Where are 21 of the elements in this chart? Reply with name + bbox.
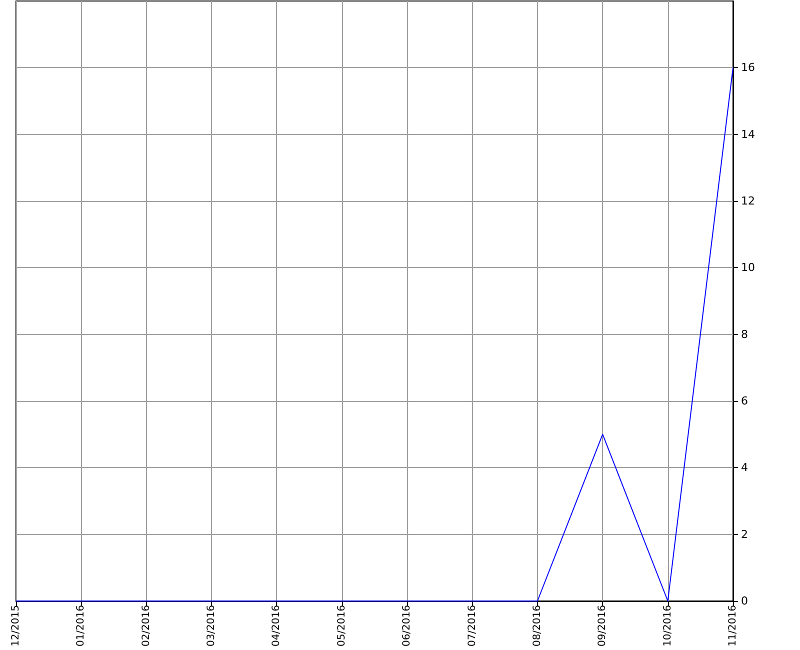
x-tick-label: 05/2016 <box>336 605 348 647</box>
y-tick-label: 0 <box>741 594 748 608</box>
x-tick-label: 01/2016 <box>76 605 87 647</box>
y-tick-label: 14 <box>741 128 755 141</box>
x-tick-label: 12/2015 <box>10 605 22 647</box>
y-tick-label: 4 <box>741 461 748 474</box>
y-tick-label: 2 <box>741 528 748 541</box>
y-tick-label: 10 <box>741 261 755 274</box>
x-tick-label: 02/2016 <box>140 605 152 647</box>
y-tick-label: 16 <box>741 61 755 74</box>
y-tick-label: 8 <box>741 328 748 341</box>
x-tick-label: 10/2016 <box>662 605 674 647</box>
y-tick-label: 6 <box>741 394 748 408</box>
x-tick-label: 08/2016 <box>532 605 543 647</box>
x-tick-label: 07/2016 <box>466 605 478 647</box>
x-tick-label: 11/2016 <box>728 605 738 647</box>
y-tick-label: 12 <box>741 194 755 208</box>
x-tick-label: 03/2016 <box>206 605 218 647</box>
x-tick-label: 09/2016 <box>597 605 608 647</box>
x-tick-label: 04/2016 <box>271 605 282 647</box>
x-tick-label: 06/2016 <box>402 605 413 647</box>
